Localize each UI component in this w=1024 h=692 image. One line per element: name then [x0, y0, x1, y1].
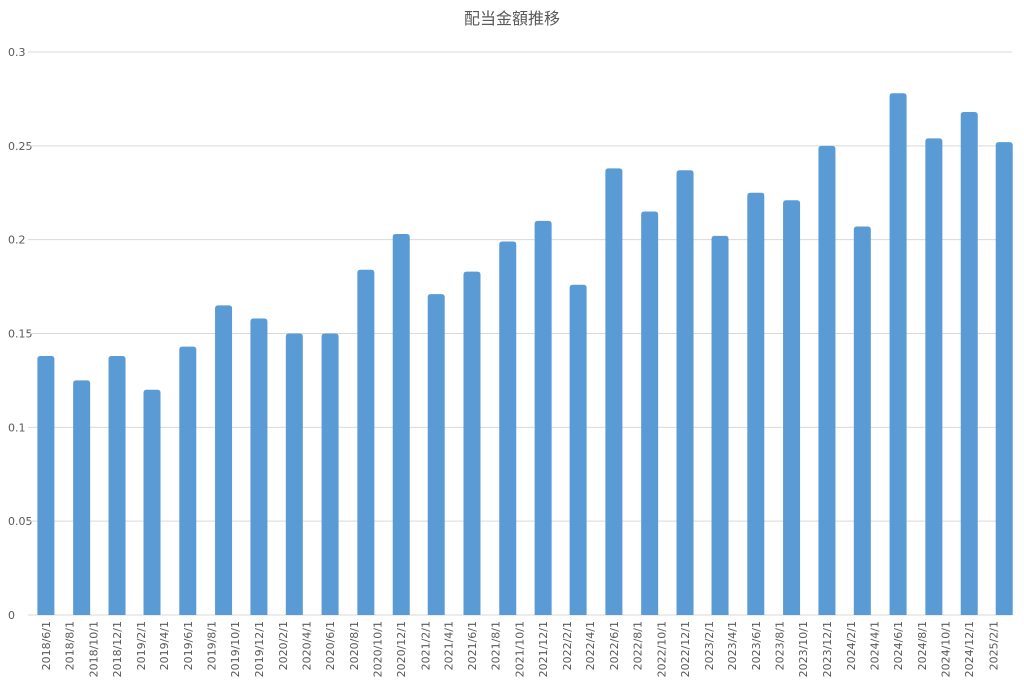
x-tick-label: 2021/2/1	[419, 621, 432, 670]
x-tick-label: 2019/10/1	[229, 621, 242, 677]
x-tick-label: 2024/10/1	[940, 621, 953, 677]
y-tick-label: 0.05	[8, 515, 33, 528]
x-tick-label: 2022/12/1	[679, 621, 692, 677]
x-tick-label: 2020/4/1	[300, 621, 313, 670]
bar	[676, 170, 694, 616]
bar	[250, 318, 268, 615]
x-tick-label: 2021/10/1	[513, 621, 526, 677]
y-tick-label: 0.15	[8, 328, 33, 341]
bar	[179, 346, 197, 615]
x-tick-label: 2019/6/1	[182, 621, 195, 670]
bar	[37, 356, 55, 615]
bar	[925, 138, 943, 615]
bar	[889, 93, 907, 615]
bar	[357, 269, 375, 615]
x-tick-label: 2020/2/1	[277, 621, 290, 670]
x-tick-label: 2021/8/1	[490, 621, 503, 670]
x-tick-label: 2024/4/1	[868, 621, 881, 670]
bar	[960, 112, 978, 615]
x-tick-label: 2020/6/1	[324, 621, 337, 670]
x-tick-label: 2021/4/1	[442, 621, 455, 670]
x-tick-label: 2023/6/1	[750, 621, 763, 670]
bar	[569, 284, 587, 615]
y-tick-label: 0.25	[8, 140, 33, 153]
y-tick-label: 0.3	[8, 46, 26, 59]
x-tick-label: 2020/10/1	[372, 621, 385, 677]
x-tick-label: 2022/6/1	[608, 621, 621, 670]
bar	[321, 333, 339, 615]
x-tick-label: 2024/6/1	[892, 621, 905, 670]
bar	[73, 380, 91, 615]
x-tick-label: 2022/2/1	[561, 621, 574, 670]
bar	[108, 356, 126, 615]
x-tick-label: 2024/12/1	[963, 621, 976, 677]
x-tick-label: 2020/12/1	[395, 621, 408, 677]
bar	[783, 200, 801, 616]
bar	[995, 142, 1013, 615]
bar	[463, 271, 481, 615]
x-tick-label: 2024/8/1	[916, 621, 929, 670]
y-tick-label: 0	[8, 609, 15, 622]
x-tick-label: 2023/10/1	[797, 621, 810, 677]
x-tick-label: 2020/8/1	[348, 621, 361, 670]
chart-title: 配当金額推移	[464, 9, 560, 28]
bar	[641, 211, 659, 615]
x-tick-label: 2021/12/1	[537, 621, 550, 677]
bar	[215, 305, 233, 615]
x-tick-label: 2018/6/1	[40, 621, 53, 670]
bar	[605, 168, 623, 615]
x-tick-label: 2023/8/1	[774, 621, 787, 670]
x-tick-label: 2018/12/1	[111, 621, 124, 677]
bar	[534, 220, 552, 615]
bar	[285, 333, 303, 615]
y-tick-label: 0.2	[8, 234, 26, 247]
x-tick-label: 2019/4/1	[158, 621, 171, 670]
x-tick-label: 2018/10/1	[87, 621, 100, 677]
bar	[711, 235, 729, 615]
x-tick-label: 2023/4/1	[726, 621, 739, 670]
x-tick-label: 2023/2/1	[703, 621, 716, 670]
y-tick-label: 0.1	[8, 421, 26, 434]
x-tick-label: 2024/2/1	[845, 621, 858, 670]
x-tick-label: 2025/2/1	[987, 621, 1000, 670]
bar	[747, 192, 765, 615]
bar	[143, 389, 161, 615]
x-tick-label: 2018/8/1	[64, 621, 77, 670]
x-tick-label: 2023/12/1	[821, 621, 834, 677]
x-tick-label: 2019/12/1	[253, 621, 266, 677]
x-tick-label: 2022/4/1	[584, 621, 597, 670]
bar	[853, 226, 871, 615]
x-tick-label: 2022/8/1	[632, 621, 645, 670]
x-tick-label: 2019/2/1	[135, 621, 148, 670]
bar	[392, 234, 410, 615]
x-tick-label: 2022/10/1	[655, 621, 668, 677]
x-tick-label: 2021/6/1	[466, 621, 479, 670]
x-tick-label: 2019/8/1	[206, 621, 219, 670]
bar	[499, 241, 517, 615]
bar	[818, 145, 836, 616]
bar	[427, 294, 445, 615]
